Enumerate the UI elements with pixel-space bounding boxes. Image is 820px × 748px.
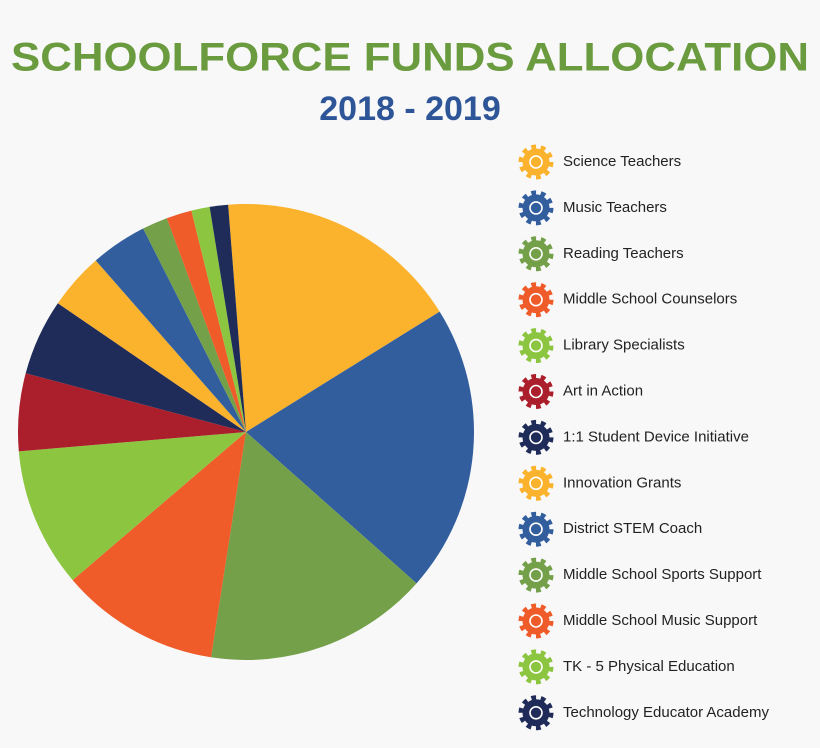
legend-label: Music Teachers [563,199,667,216]
legend-icon-symbol [529,476,543,491]
legend-icon-teeth [518,236,554,272]
legend-icon-symbol [529,705,543,720]
legend-icon-teeth [518,419,554,455]
legend-icon [522,332,550,360]
legend-item: TK - 5 Physical Education [518,649,735,685]
chart-title: SCHOOLFORCE FUNDS ALLOCATION [11,36,809,80]
legend-item: Science Teachers [518,144,681,180]
legend-icon [522,515,550,543]
legend-icon-teeth [518,695,554,731]
pie-slice [246,311,474,584]
pie-slice [211,432,417,660]
pie-slice [209,204,246,432]
legend-item: Middle School Sports Support [518,557,762,593]
legend-icon [522,240,550,268]
legend-label: 1:1 Student Device Initiative [563,428,749,445]
legend-item: Innovation Grants [518,465,681,501]
legend-item: Middle School Counselors [518,282,737,318]
pie-slice [191,206,246,432]
chart-subtitle: 2018 - 2019 [319,90,501,128]
pie-slice [166,210,246,432]
pie-slice [72,432,246,658]
legend-icon-teeth [518,557,554,593]
legend-icon-symbol [529,155,543,169]
legend-item: Art in Action [518,374,643,409]
legend-label: TK - 5 Physical Education [563,658,735,675]
legend-item: Library Specialists [518,328,685,364]
legend-icon [522,699,550,727]
legend-icon-symbol [529,338,543,353]
legend-icon [522,469,550,497]
legend-item: Reading Teachers [518,236,684,272]
legend-icon-symbol [529,201,543,215]
legend-label: Art in Action [563,382,643,399]
legend-icon-teeth [518,282,554,318]
pie [17,204,474,660]
legend-label: Innovation Grants [563,474,681,491]
legend-icon-teeth [518,603,554,639]
legend-label: District STEM Coach [563,520,702,537]
legend-icon [522,653,550,681]
legend-icon-symbol [529,522,543,537]
legend-label: Middle School Counselors [563,291,737,308]
legend-label: Library Specialists [563,337,685,354]
legend-icon-teeth [518,511,554,547]
pie-slice [95,228,246,432]
legend-icon-teeth [518,190,554,226]
pie-slice [18,432,246,581]
legend-label: Technology Educator Academy [563,704,769,721]
legend-item: Middle School Music Support [518,603,758,639]
legend-icon-teeth [518,144,554,180]
pie-slice [17,373,246,452]
legend-icon-teeth [518,374,554,409]
legend-icon-symbol [529,660,543,674]
legend-label: Middle School Sports Support [563,566,762,583]
legend-icon-symbol [529,247,543,261]
legend-item: 1:1 Student Device Initiative [518,419,749,455]
legend-icon-symbol [529,292,543,307]
legend-icon [522,378,550,405]
legend-label: Middle School Music Support [563,612,758,629]
legend-icon-teeth [518,649,554,685]
legend-icon-symbol [529,614,543,628]
legend-icon-symbol [529,430,543,445]
legend-icon [522,561,550,589]
legend-icon-symbol [529,384,543,399]
pie-slice [143,218,246,432]
legend-item: Music Teachers [518,190,667,226]
legend-icon-teeth [518,465,554,501]
pie-slice [228,204,440,432]
legend-item: Technology Educator Academy [518,695,769,731]
legend-icon [522,194,550,222]
pie-slice [57,260,247,432]
legend: Science Teachers Music Teachers Reading Te… [518,144,769,731]
legend-item: District STEM Coach [518,511,702,547]
legend-icon [522,607,550,635]
legend-label: Reading Teachers [563,245,684,262]
legend-icon [522,423,550,451]
legend-icon [522,148,550,176]
legend-icon-teeth [518,328,554,364]
pie-slice [25,303,246,432]
legend-icon [522,286,550,314]
legend-icon-symbol [529,568,543,582]
legend-label: Science Teachers [563,153,681,170]
